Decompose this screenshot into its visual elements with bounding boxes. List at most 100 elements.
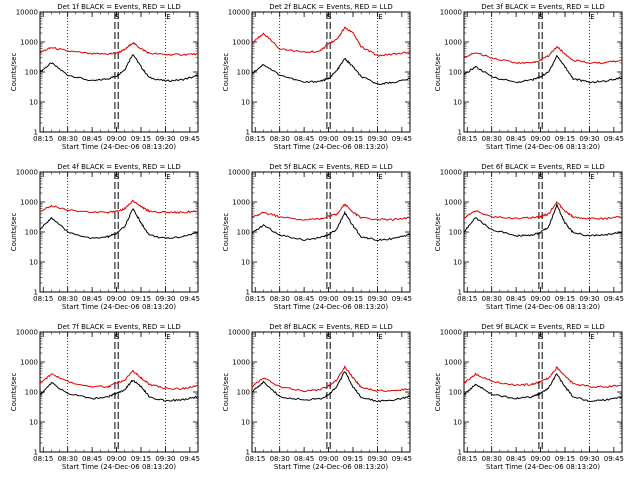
y-tick-label: 10 [241,99,250,107]
x-tick-label: 09:30 [155,135,175,143]
lld-series-line [463,46,622,65]
lld-series-line [251,365,411,393]
y-axis-label: Counts/sec [222,53,230,92]
marker-s-label: S [115,173,120,181]
y-axis-label: Counts/sec [222,373,230,412]
x-axis-label: Start Time (24-Dec-06 08:13:20) [486,143,600,151]
y-tick-label: 1000 [444,359,462,367]
y-tick-label: 1 [458,449,462,457]
x-tick-label: 08:30 [270,455,290,463]
marker-s-label: S [539,13,544,21]
y-tick-label: 100 [449,229,462,237]
events-series-line [463,203,623,237]
marker-e-label: E [166,333,170,341]
marker-s-label: S [539,333,544,341]
marker-s-label: S [115,13,120,21]
y-tick-label: 10 [453,99,462,107]
y-tick-label: 1 [246,289,250,297]
x-tick-label: 09:30 [367,455,387,463]
marker-e-label: E [166,13,170,21]
y-tick-label: 10000 [16,169,38,177]
marker-s-label: S [327,173,332,181]
lld-series-line [463,365,623,389]
y-tick-label: 1 [246,449,250,457]
lld-series-line [39,199,199,215]
y-tick-label: 10 [241,259,250,267]
events-series-line [39,53,199,83]
x-tick-label: 09:45 [180,455,200,463]
x-tick-label: 09:15 [131,135,151,143]
y-axis-label: Counts/sec [10,53,18,92]
x-tick-label: 08:15 [33,295,53,303]
y-tick-label: 100 [449,389,462,397]
y-tick-label: 10 [241,419,250,427]
x-axis-label: Start Time (24-Dec-06 08:13:20) [62,303,176,311]
x-tick-label: 09:15 [555,295,575,303]
x-axis-label: Start Time (24-Dec-06 08:13:20) [62,463,176,471]
y-tick-label: 1000 [20,199,38,207]
x-tick-label: 09:45 [604,295,624,303]
marker-s-label: S [539,173,544,181]
events-series-line [251,210,411,242]
detector-panel: Det 1f BLACK = Events, RED = LLD 1 10 100 10… [10,3,200,151]
x-tick-label: 09:15 [343,295,363,303]
x-tick-label: 09:30 [155,455,175,463]
x-tick-label: 09:45 [180,295,200,303]
y-tick-label: 10 [453,259,462,267]
x-axis-label: Start Time (24-Dec-06 08:13:20) [274,303,388,311]
x-tick-label: 08:45 [294,455,314,463]
x-tick-label: 08:45 [506,135,526,143]
marker-e-label: E [590,13,594,21]
x-tick-label: 09:45 [392,295,412,303]
x-tick-label: 09:45 [604,455,624,463]
x-tick-label: 08:15 [245,455,265,463]
y-tick-label: 1000 [232,199,250,207]
events-series-line [39,208,199,240]
y-tick-label: 100 [237,69,250,77]
events-series-line [251,371,411,403]
detector-panel: Det 5f BLACK = Events, RED = LLD 1 10 100 10… [222,163,412,311]
y-tick-label: 100 [237,389,250,397]
x-tick-label: 09:45 [604,135,624,143]
x-tick-label: 09:00 [106,455,126,463]
x-axis-label: Start Time (24-Dec-06 08:13:20) [486,303,600,311]
x-tick-label: 08:45 [82,455,102,463]
x-tick-label: 09:45 [180,135,200,143]
y-tick-label: 1000 [444,199,462,207]
detector-panel: Det 2f BLACK = Events, RED = LLD 1 10 100 10… [222,3,412,151]
x-tick-label: 09:15 [555,455,575,463]
panel-title: Det 1f BLACK = Events, RED = LLD [57,3,180,11]
y-tick-label: 10000 [228,169,250,177]
detector-panel: Det 3f BLACK = Events, RED = LLD 1 10 100 10… [434,3,624,151]
x-tick-label: 08:30 [270,135,290,143]
events-series-line [463,373,623,403]
x-tick-label: 08:15 [457,295,477,303]
x-tick-label: 09:30 [367,295,387,303]
x-tick-label: 09:00 [106,295,126,303]
x-tick-label: 08:45 [506,455,526,463]
panel-title: Det 9f BLACK = Events, RED = LLD [481,323,604,331]
x-tick-label: 08:45 [82,295,102,303]
events-series-line [39,379,199,402]
x-tick-label: 08:30 [270,295,290,303]
x-tick-label: 09:00 [530,455,550,463]
x-tick-label: 09:45 [392,135,412,143]
x-tick-label: 08:30 [58,135,78,143]
x-tick-label: 08:45 [82,135,102,143]
lld-series-line [251,203,411,221]
x-tick-label: 09:15 [131,455,151,463]
x-tick-label: 09:00 [318,135,338,143]
x-tick-label: 09:00 [530,135,550,143]
x-tick-label: 09:30 [367,135,387,143]
plot-frame [463,11,623,133]
panel-title: Det 5f BLACK = Events, RED = LLD [269,163,392,171]
y-tick-label: 10000 [228,329,250,337]
detector-panel: Det 6f BLACK = Events, RED = LLD 1 10 100 10… [434,163,624,311]
y-axis-label: Counts/sec [434,53,442,92]
y-tick-label: 100 [449,69,462,77]
x-tick-label: 08:15 [457,455,477,463]
y-tick-label: 1000 [232,39,250,47]
detector-panel: Det 4f BLACK = Events, RED = LLD 1 10 100 10… [10,163,200,311]
y-tick-label: 1 [34,129,38,137]
